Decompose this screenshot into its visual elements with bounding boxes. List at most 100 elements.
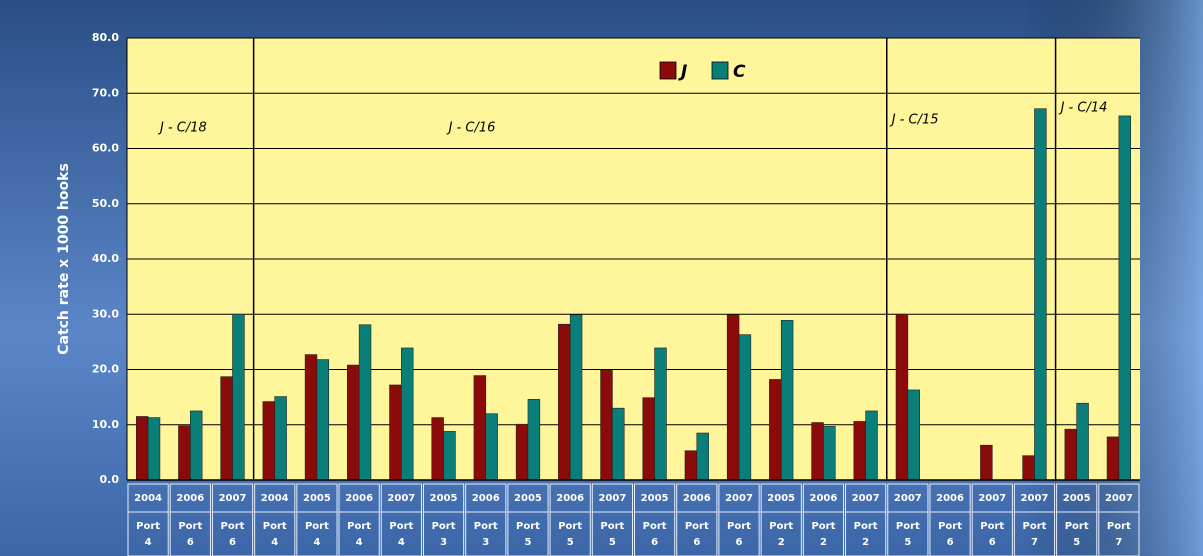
category-cell	[1056, 511, 1098, 556]
bar	[316, 359, 330, 481]
port-label: Port 4	[305, 521, 329, 548]
bar	[823, 426, 836, 481]
year-label: 2007	[219, 493, 247, 504]
port-label: Port 6	[980, 521, 1004, 548]
year-label: 2006	[936, 493, 964, 504]
bar	[443, 431, 456, 481]
year-label: 2005	[303, 493, 331, 504]
category-cell	[254, 511, 296, 556]
bar	[220, 376, 233, 481]
y-tick-label: 60.0	[92, 142, 119, 155]
category-cell	[422, 511, 465, 556]
bar	[1076, 402, 1089, 481]
legend-label: C	[733, 62, 746, 82]
category-cell	[338, 511, 380, 556]
y-tick-label: 40.0	[92, 252, 119, 265]
port-label: Port 2	[769, 521, 793, 548]
year-label: 2006	[810, 493, 838, 504]
y-tick-label: 70.0	[92, 86, 119, 99]
bar	[558, 323, 571, 481]
year-label: 2007	[978, 493, 1006, 504]
port-label: Port 2	[811, 521, 835, 548]
year-label: 2005	[641, 493, 669, 504]
year-label: 2007	[1105, 493, 1133, 504]
bar	[190, 410, 203, 481]
port-label: Port 6	[938, 521, 962, 548]
port-label: Port 6	[685, 521, 709, 548]
bar	[569, 314, 583, 481]
category-cell	[169, 511, 211, 556]
year-label: 2007	[598, 493, 626, 504]
category-cell	[591, 511, 634, 556]
bar	[1106, 436, 1120, 481]
bar	[262, 401, 276, 481]
bar	[1022, 455, 1035, 481]
port-label: Port 5	[1065, 521, 1089, 548]
category-cell	[634, 511, 676, 556]
legend-label: J	[678, 62, 687, 82]
bar	[1118, 115, 1132, 481]
bar	[811, 422, 824, 481]
y-tick-label: 20.0	[92, 363, 119, 376]
group-label: J - C/15	[889, 113, 939, 128]
category-cell	[845, 511, 887, 556]
bar	[358, 324, 372, 481]
category-cell	[718, 511, 760, 556]
bar	[895, 313, 909, 481]
port-label: Port 6	[643, 521, 667, 548]
port-label: Port 3	[432, 521, 456, 548]
year-label: 2006	[472, 493, 500, 504]
bar	[147, 417, 161, 481]
bar	[431, 417, 444, 481]
category-cell	[676, 511, 718, 556]
bar	[232, 313, 245, 481]
year-label: 2007	[894, 493, 922, 504]
bar	[274, 396, 287, 481]
year-label: 2005	[514, 493, 542, 504]
year-label: 2007	[387, 493, 415, 504]
port-label: Port 4	[347, 521, 371, 548]
category-cell	[760, 511, 802, 556]
y-tick-label: 0.0	[100, 473, 120, 486]
port-label: Port 7	[1107, 521, 1131, 548]
port-label: Port 5	[558, 521, 582, 548]
year-label: 2007	[852, 493, 880, 504]
year-label: 2007	[1021, 493, 1049, 504]
bar	[696, 432, 709, 481]
y-tick-label: 50.0	[92, 197, 119, 210]
bar	[1064, 428, 1077, 481]
port-label: Port 3	[474, 521, 498, 548]
bar	[515, 423, 529, 481]
port-label: Port 4	[263, 521, 287, 548]
bar	[769, 379, 782, 481]
bar	[135, 416, 149, 481]
category-cell	[127, 511, 169, 556]
y-axis-label: Catch rate x 1000 hooks	[56, 163, 72, 355]
category-cell	[549, 511, 591, 556]
port-label: Port 7	[1023, 521, 1047, 548]
bar	[178, 425, 191, 481]
port-label: Port 4	[136, 521, 160, 548]
category-cell	[211, 511, 254, 556]
port-label: Port 6	[178, 521, 202, 548]
group-label: J - C/16	[446, 121, 496, 136]
category-cell	[971, 511, 1013, 556]
year-label: 2005	[430, 493, 458, 504]
bar	[389, 384, 402, 481]
group-label: J - C/14	[1058, 101, 1108, 116]
bar	[738, 334, 752, 481]
bar	[726, 314, 740, 481]
category-cell	[380, 511, 422, 556]
port-label: Port 5	[600, 521, 624, 548]
year-label: 2006	[176, 493, 204, 504]
y-tick-label: 80.0	[92, 31, 119, 44]
category-cell	[929, 511, 971, 556]
bar	[684, 450, 698, 481]
bar	[612, 407, 625, 481]
bar	[473, 375, 487, 481]
year-label: 2007	[725, 493, 753, 504]
bar	[907, 389, 920, 481]
year-label: 2006	[345, 493, 373, 504]
bar	[1034, 108, 1047, 481]
year-label: 2004	[134, 493, 162, 504]
